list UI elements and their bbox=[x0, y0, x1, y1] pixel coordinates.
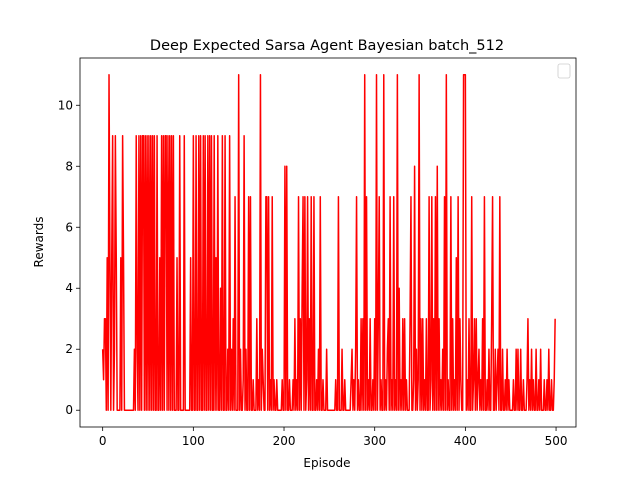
y-tick-label: 0 bbox=[65, 403, 73, 417]
y-axis-label: Rewards bbox=[32, 217, 46, 268]
x-tick-label: 300 bbox=[363, 434, 386, 448]
y-tick-label: 2 bbox=[65, 342, 73, 356]
y-tick-label: 6 bbox=[65, 220, 73, 234]
data-line bbox=[101, 74, 556, 411]
chart-title: Deep Expected Sarsa Agent Bayesian batch… bbox=[150, 38, 504, 54]
y-tick-label: 4 bbox=[65, 281, 73, 295]
x-tick-label: 200 bbox=[273, 434, 296, 448]
x-tick-label: 500 bbox=[545, 434, 568, 448]
x-axis-label: Episode bbox=[303, 456, 350, 470]
legend bbox=[557, 63, 571, 79]
x-tick-label: 100 bbox=[182, 434, 205, 448]
x-tick-label: 0 bbox=[99, 434, 107, 448]
y-tick-label: 8 bbox=[65, 159, 73, 173]
axes-frame bbox=[79, 57, 577, 428]
x-tick-label: 400 bbox=[454, 434, 477, 448]
y-tick-label: 10 bbox=[58, 98, 73, 112]
